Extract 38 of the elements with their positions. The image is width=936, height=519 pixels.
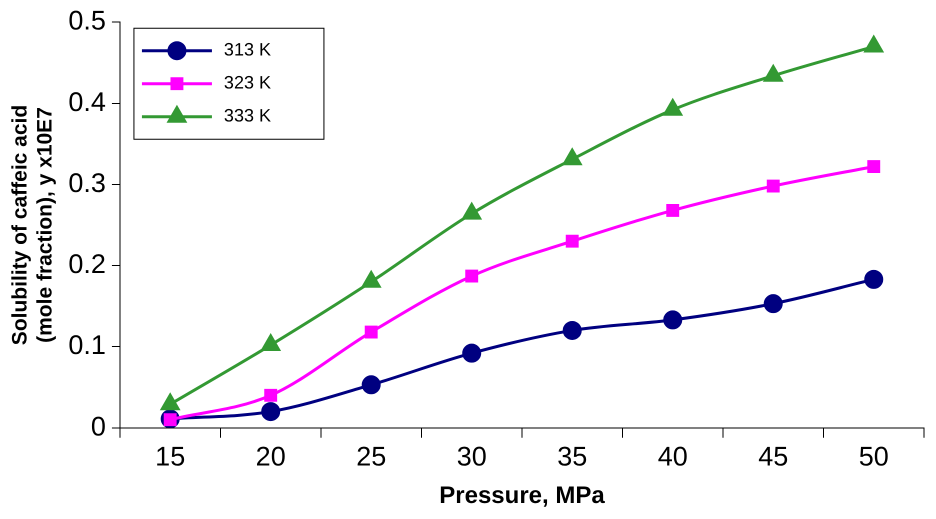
point [663, 99, 682, 116]
y-tick-label: 0.4 [68, 86, 106, 117]
point [867, 160, 880, 174]
x-tick-label: 35 [557, 441, 588, 472]
y-tick-label: 0.1 [68, 330, 106, 360]
x-tick-label: 20 [256, 441, 286, 472]
y-axis-title: Solubility of caffeic acid (mole fraction), y x10E7 [8, 104, 57, 346]
point [764, 294, 783, 314]
point [562, 148, 582, 166]
y-tick-label: 0.3 [68, 168, 106, 198]
x-tick-label: 40 [658, 441, 688, 472]
x-tick-label: 50 [858, 441, 889, 472]
point [864, 270, 884, 289]
x-tick-label: 45 [758, 441, 788, 472]
point [364, 326, 378, 339]
legend-label: 333 K [224, 106, 271, 126]
point [261, 402, 280, 422]
x-tick-label: 15 [155, 441, 186, 472]
point [764, 65, 783, 82]
y-tick-label: 0.2 [68, 249, 106, 280]
y-tick-label: 0.5 [68, 6, 106, 36]
point [766, 180, 780, 193]
legend-label: 313 K [224, 40, 271, 60]
point [562, 320, 582, 340]
x-tick-label: 25 [356, 441, 386, 472]
point [465, 270, 478, 283]
point [362, 375, 381, 394]
point [462, 203, 482, 220]
point [663, 310, 682, 330]
y-tick-label: 0 [90, 411, 106, 442]
x-tick-label: 30 [456, 441, 487, 472]
point [864, 36, 884, 53]
point [566, 234, 579, 248]
point [264, 388, 278, 402]
point [462, 344, 482, 363]
legend-label: 323 K [224, 72, 271, 93]
x-axis-title: Pressure, MPa [439, 482, 606, 510]
point [666, 204, 680, 217]
